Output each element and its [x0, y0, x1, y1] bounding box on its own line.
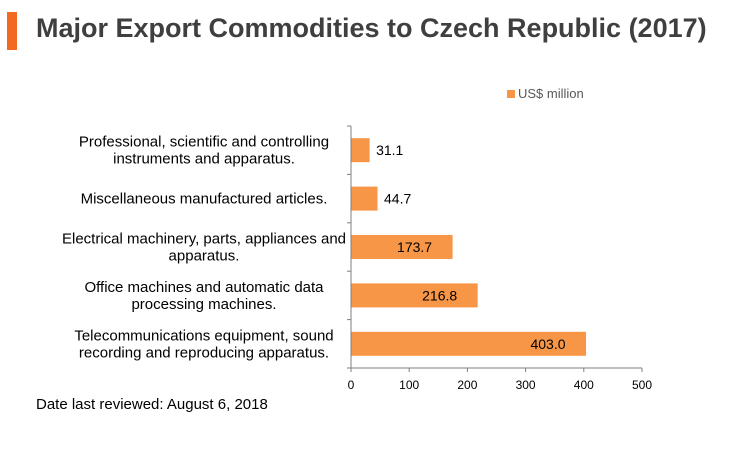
x-tick-label: 300: [516, 378, 536, 392]
bar: [351, 186, 378, 211]
legend-swatch: [507, 89, 515, 98]
category-label: apparatus.: [169, 248, 240, 265]
x-tick-label: 200: [457, 378, 477, 392]
title-accent-bar: [7, 12, 17, 50]
bar: [351, 138, 370, 163]
data-label: 44.7: [384, 191, 411, 207]
category-label: Electrical machinery, parts, appliances …: [62, 231, 346, 248]
x-tick-label: 0: [348, 378, 355, 392]
bar: [351, 283, 478, 308]
category-label: recording and reproducing apparatus.: [79, 344, 329, 361]
legend-label: US$ million: [518, 86, 584, 101]
x-tick-label: 500: [632, 378, 652, 392]
category-label: Professional, scientific and controlling: [79, 134, 329, 151]
bar: [351, 331, 587, 356]
legend: US$ million: [507, 86, 584, 101]
bar: [351, 235, 453, 259]
category-label: Office machines and automatic data: [84, 279, 324, 296]
category-label: instruments and apparatus.: [113, 151, 295, 168]
x-tick-label: 400: [574, 378, 594, 392]
category-label: Miscellaneous manufactured articles.: [81, 191, 328, 208]
data-label: 173.7: [397, 239, 432, 255]
chart-title: Major Export Commodities to Czech Republ…: [36, 13, 707, 43]
x-tick-label: 100: [399, 378, 419, 392]
data-label: 216.8: [422, 287, 457, 303]
category-label: processing machines.: [131, 296, 276, 313]
category-label: Telecommunications equipment, sound: [74, 327, 333, 344]
data-label: 403.0: [530, 336, 565, 352]
footnote: Date last reviewed: August 6, 2018: [36, 396, 268, 413]
data-label: 31.1: [376, 142, 403, 158]
